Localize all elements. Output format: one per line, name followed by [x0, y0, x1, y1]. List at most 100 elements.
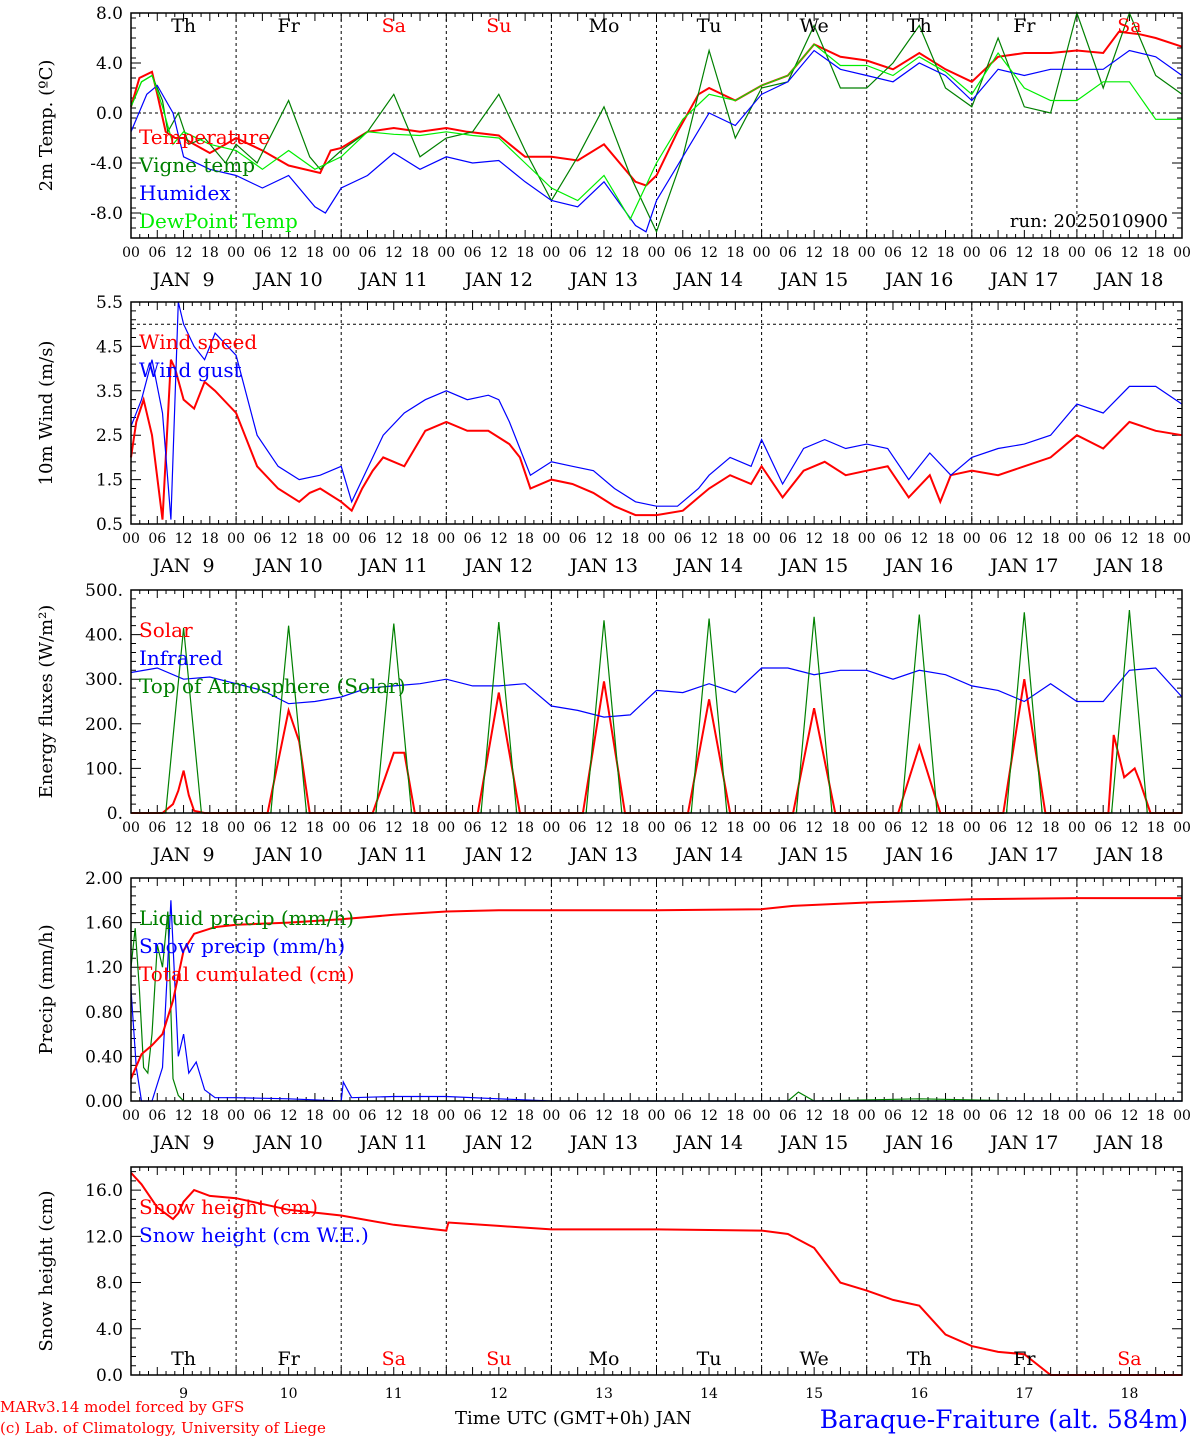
x-tick-label: 00 [542, 531, 560, 547]
day-number-label: 15 [805, 1386, 823, 1402]
date-label: JAN 9 [150, 1132, 214, 1154]
legend-entry: Vigne temp [138, 153, 255, 177]
y-tick-label: 4.0 [96, 54, 123, 74]
x-tick-label: 00 [963, 531, 981, 547]
x-tick-label: 12 [385, 820, 403, 836]
x-tick-label: 06 [779, 245, 797, 261]
date-label: JAN 11 [358, 1132, 428, 1154]
date-label: JAN 9 [150, 269, 214, 291]
x-tick-label: 00 [753, 820, 771, 836]
x-tick-label: 18 [937, 1108, 955, 1124]
legend-entry: Solar [139, 618, 193, 642]
x-tick-label: 00 [648, 1108, 666, 1124]
x-tick-label: 00 [753, 1108, 771, 1124]
x-tick-label: 06 [1094, 245, 1112, 261]
series-line [130, 667, 1183, 718]
legend-entry: Snow height (cm) [139, 1195, 318, 1219]
x-tick-label: 12 [805, 245, 823, 261]
date-label: JAN 12 [463, 555, 533, 577]
x-tick-label: 12 [595, 245, 613, 261]
x-tick-label: 06 [884, 531, 902, 547]
x-tick-label: 06 [464, 531, 482, 547]
x-tick-label: 06 [779, 820, 797, 836]
x-tick-label: 00 [753, 531, 771, 547]
x-tick-label: 00 [1173, 1108, 1191, 1124]
y-tick-label: 0.0 [96, 1366, 123, 1386]
panel-1: 8.0 4.0 0.0 -4.0 -8.0 2m Temp. (ºC) Temperatur… [36, 4, 1191, 291]
x-tick-label: 18 [411, 820, 429, 836]
x-tick-label: 06 [359, 531, 377, 547]
x-tick-label: 12 [700, 820, 718, 836]
x-tick-label: 00 [648, 245, 666, 261]
tick-marks [130, 12, 1183, 239]
date-label: JAN 12 [463, 1132, 533, 1154]
x-tick-label: 12 [280, 245, 298, 261]
x-tick-label: 12 [385, 531, 403, 547]
lab-credit: (c) Lab. of Climatology, University of L… [0, 1419, 326, 1437]
y-tick-label: 4.0 [96, 1320, 123, 1340]
x-tick-label: 18 [306, 245, 324, 261]
x-tick-label: 18 [201, 1108, 219, 1124]
chart-panels: 8.0 4.0 0.0 -4.0 -8.0 2m Temp. (ºC) Temperatur… [36, 4, 1191, 1402]
day-number-label: 14 [700, 1386, 718, 1402]
date-label: JAN 16 [883, 555, 953, 577]
legend-entry: Snow height (cm W.E.) [139, 1223, 369, 1247]
x-tick-label: 18 [201, 245, 219, 261]
x-tick-label: 18 [621, 245, 639, 261]
date-label: JAN 17 [988, 269, 1058, 291]
x-tick-label: 06 [1094, 1108, 1112, 1124]
x-tick-label: 12 [490, 820, 508, 836]
x-tick-label: 06 [569, 245, 587, 261]
date-label: JAN 18 [1093, 844, 1163, 866]
x-tick-label: 18 [411, 245, 429, 261]
day-number-label: 13 [595, 1386, 613, 1402]
x-tick-label: 06 [464, 820, 482, 836]
day-name: Su [486, 15, 511, 37]
x-tick-label: 12 [595, 1108, 613, 1124]
x-tick-label: 00 [858, 820, 876, 836]
x-tick-label: 00 [227, 245, 245, 261]
legend-entry: Wind speed [139, 330, 257, 354]
day-name: Fr [278, 1348, 301, 1370]
y-tick-label: 300. [85, 670, 123, 690]
x-tick-label: 06 [674, 245, 692, 261]
x-tick-label: 00 [963, 245, 981, 261]
x-tick-label: 00 [122, 531, 140, 547]
x-tick-label: 00 [1068, 1108, 1086, 1124]
date-label: JAN 18 [1093, 269, 1163, 291]
x-tick-label: 00 [1068, 531, 1086, 547]
y-tick-label: 0.80 [85, 1003, 123, 1023]
day-number-label: 12 [490, 1386, 508, 1402]
x-tick-label: 12 [1121, 531, 1139, 547]
day-name: We [800, 15, 829, 37]
y-tick-label: 0.0 [96, 104, 123, 124]
x-tick-label: 00 [122, 1108, 140, 1124]
day-name: Th [171, 1348, 196, 1370]
day-name: Tu [697, 15, 722, 37]
x-tick-label: 12 [1121, 1108, 1139, 1124]
y-tick-label: 1.20 [85, 958, 123, 978]
date-label: JAN 11 [358, 844, 428, 866]
x-tick-label: 18 [621, 820, 639, 836]
x-tick-label: 06 [464, 245, 482, 261]
x-tick-label: 00 [122, 820, 140, 836]
x-tick-label: 18 [937, 245, 955, 261]
y-tick-label: 3.5 [96, 382, 123, 402]
x-tick-label: 06 [884, 1108, 902, 1124]
y-axis-label: Precip (mm/h) [36, 924, 57, 1054]
x-tick-label: 00 [437, 820, 455, 836]
x-tick-label: 18 [1147, 531, 1165, 547]
date-label: JAN 9 [150, 844, 214, 866]
x-tick-label: 00 [648, 820, 666, 836]
day-name: Sa [382, 15, 406, 37]
x-tick-label: 00 [963, 1108, 981, 1124]
x-tick-label: 00 [542, 245, 560, 261]
date-label: JAN 14 [673, 555, 743, 577]
date-label: JAN 13 [568, 269, 638, 291]
date-label: JAN 9 [150, 555, 214, 577]
y-tick-label: -4.0 [90, 154, 123, 174]
x-tick-label: 12 [805, 1108, 823, 1124]
date-label: JAN 13 [568, 1132, 638, 1154]
date-label: JAN 17 [988, 555, 1058, 577]
x-tick-label: 06 [253, 245, 271, 261]
